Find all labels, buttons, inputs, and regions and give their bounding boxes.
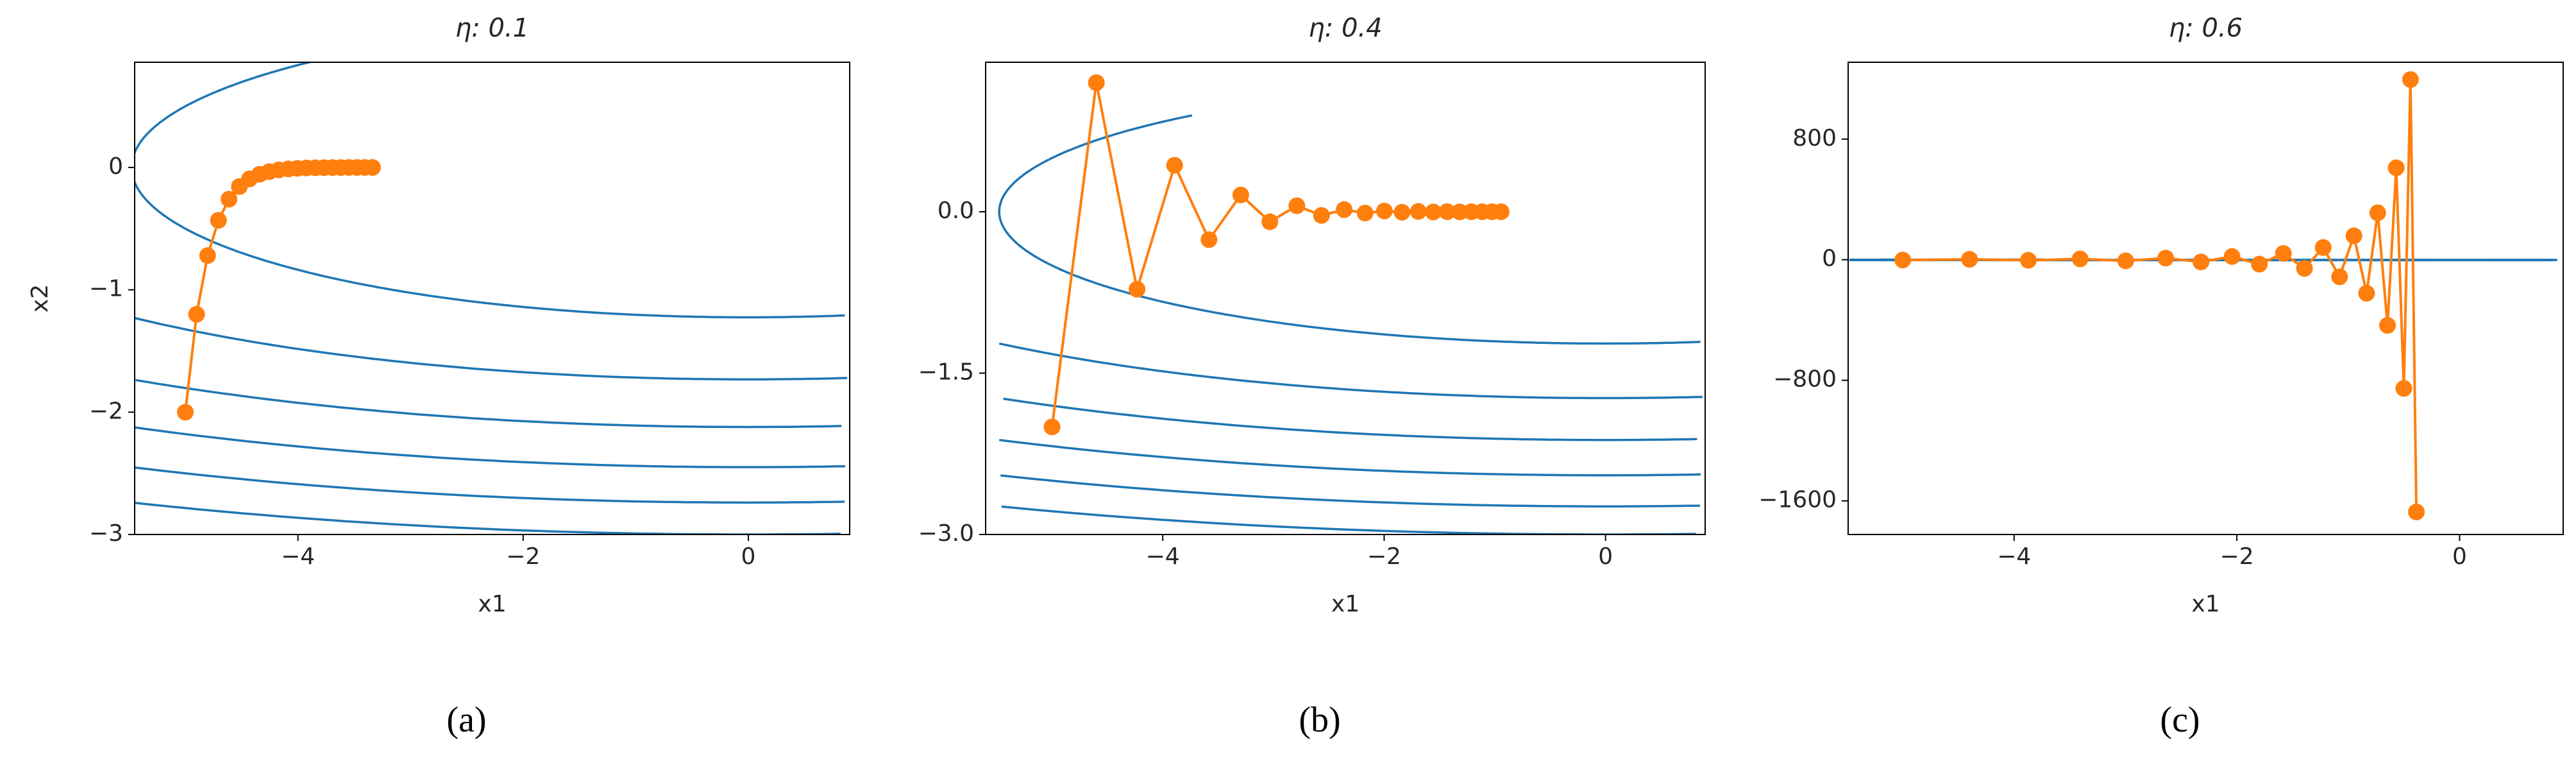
contour bbox=[135, 316, 847, 380]
marker bbox=[1356, 205, 1374, 222]
y-tick-label: −1.5 bbox=[918, 359, 974, 386]
marker bbox=[1393, 203, 1411, 221]
contour bbox=[135, 379, 842, 429]
x-tick-label: −2 bbox=[1367, 543, 1401, 570]
x-tick-label: 0 bbox=[2452, 543, 2467, 570]
series-line bbox=[1903, 79, 2418, 512]
marker bbox=[2358, 284, 2375, 302]
marker bbox=[2157, 250, 2175, 267]
marker bbox=[1410, 203, 1427, 220]
marker bbox=[1232, 186, 1249, 203]
marker bbox=[1129, 280, 1146, 298]
marker bbox=[2408, 503, 2425, 520]
caption: (b) bbox=[1299, 700, 1340, 740]
y-tick-label: −3.0 bbox=[918, 520, 974, 547]
marker bbox=[2402, 71, 2419, 88]
y-tick-label: −800 bbox=[1773, 366, 1837, 393]
marker bbox=[1200, 231, 1218, 248]
x-axis-label: x1 bbox=[1331, 591, 1360, 617]
contour bbox=[998, 438, 1701, 477]
y-tick-label: 0 bbox=[1822, 246, 1837, 272]
contour bbox=[998, 342, 1703, 400]
marker bbox=[1451, 203, 1469, 221]
marker bbox=[1043, 418, 1061, 436]
caption: (c) bbox=[2160, 700, 2200, 740]
y-tick-label: −3 bbox=[89, 520, 123, 547]
x-tick-label: 0 bbox=[1598, 543, 1613, 570]
y-tick-label: 0 bbox=[108, 153, 123, 180]
plot-area bbox=[1849, 71, 2557, 520]
marker bbox=[221, 191, 238, 208]
chart-title: η: 0.1 bbox=[455, 13, 529, 43]
marker bbox=[1261, 213, 1279, 230]
contour bbox=[135, 426, 845, 468]
x-tick-label: −2 bbox=[2220, 543, 2254, 570]
marker bbox=[364, 158, 381, 176]
y-tick-label: −2 bbox=[89, 398, 123, 424]
axes-frame bbox=[1848, 62, 2564, 535]
series-line bbox=[184, 166, 373, 413]
contour bbox=[1000, 474, 1701, 508]
marker bbox=[2314, 239, 2332, 256]
marker bbox=[1088, 74, 1105, 91]
axes-frame bbox=[134, 62, 850, 535]
y-axis-label: x2 bbox=[27, 284, 53, 312]
marker bbox=[2275, 245, 2292, 262]
chart-title: η: 0.6 bbox=[2169, 13, 2243, 43]
contour bbox=[998, 114, 1701, 345]
x-tick-label: −4 bbox=[1146, 543, 1180, 570]
caption: (a) bbox=[446, 700, 486, 740]
x-axis-label: x1 bbox=[2191, 591, 2219, 617]
x-tick-label: −2 bbox=[506, 543, 540, 570]
marker bbox=[2331, 268, 2348, 286]
y-tick-label: 0.0 bbox=[938, 198, 974, 224]
marker bbox=[1288, 197, 1306, 214]
marker bbox=[1425, 203, 1442, 221]
marker bbox=[1376, 202, 1393, 219]
axes-frame bbox=[985, 62, 1706, 535]
x-tick-label: −4 bbox=[281, 543, 315, 570]
x-tick-label: 0 bbox=[741, 543, 756, 570]
marker bbox=[1438, 203, 1456, 220]
x-tick-label: −4 bbox=[1997, 543, 2031, 570]
marker bbox=[1313, 207, 1330, 224]
contour bbox=[1003, 397, 1697, 441]
marker bbox=[2395, 380, 2412, 397]
y-tick-label: −1 bbox=[89, 276, 123, 302]
marker bbox=[2071, 250, 2089, 268]
marker bbox=[177, 404, 194, 421]
contour bbox=[135, 62, 845, 319]
marker bbox=[1894, 252, 1912, 269]
marker bbox=[210, 212, 227, 229]
marker bbox=[1166, 157, 1183, 174]
marker bbox=[1961, 251, 1978, 268]
series-line bbox=[1050, 82, 1501, 427]
marker bbox=[2296, 260, 2313, 277]
plot-area bbox=[998, 74, 1703, 534]
y-tick-label: −1600 bbox=[1758, 487, 1837, 513]
contour bbox=[135, 466, 845, 504]
marker bbox=[2020, 252, 2037, 269]
marker bbox=[2223, 248, 2241, 265]
marker bbox=[2117, 252, 2134, 269]
marker bbox=[2379, 317, 2396, 334]
y-tick-label: 800 bbox=[1792, 125, 1837, 151]
x-axis-label: x1 bbox=[478, 591, 506, 617]
plot-area bbox=[135, 62, 847, 534]
marker bbox=[2345, 227, 2362, 244]
marker bbox=[188, 305, 205, 323]
marker bbox=[199, 247, 216, 264]
marker bbox=[2251, 255, 2268, 273]
contour bbox=[135, 501, 841, 534]
marker bbox=[2369, 204, 2386, 221]
marker bbox=[2193, 253, 2210, 271]
marker bbox=[1492, 203, 1510, 221]
marker bbox=[2387, 159, 2405, 176]
chart-title: η: 0.4 bbox=[1308, 13, 1382, 43]
contour bbox=[1001, 505, 1697, 534]
marker bbox=[1336, 201, 1353, 218]
